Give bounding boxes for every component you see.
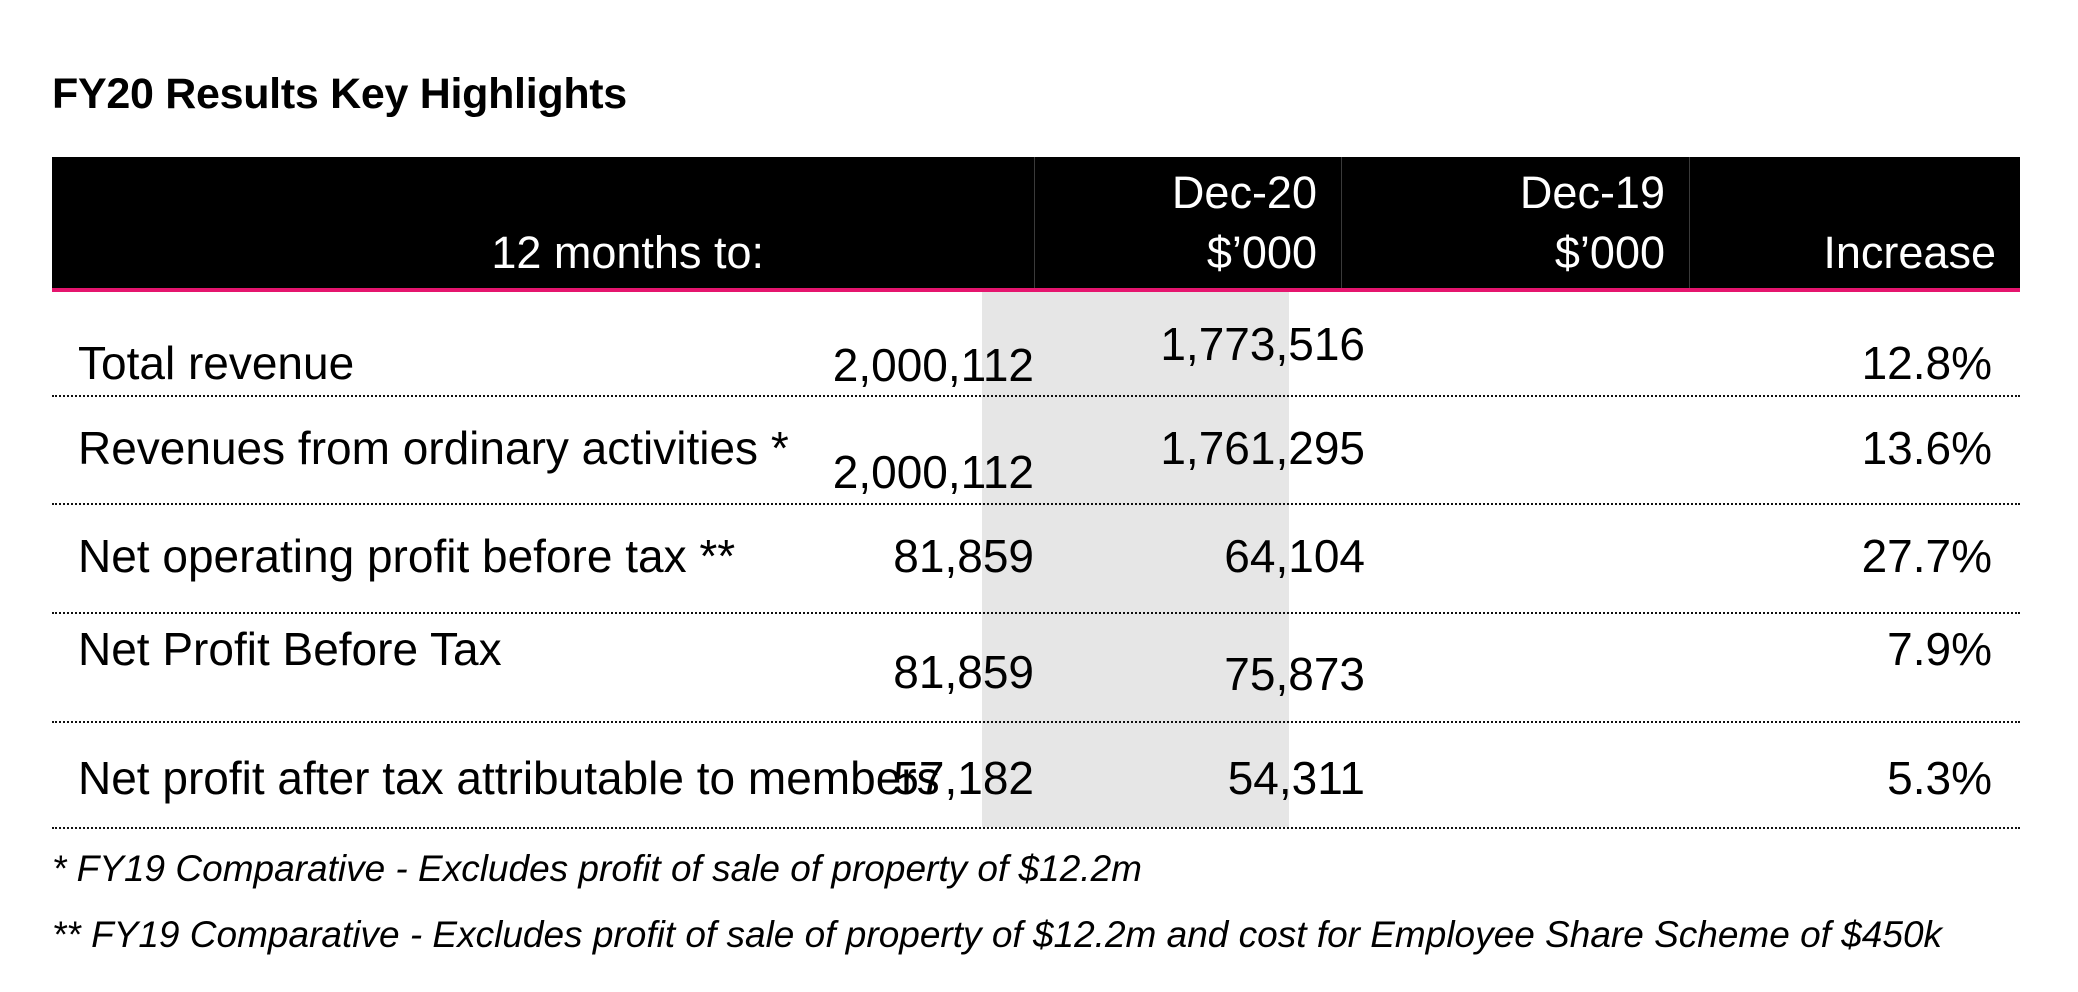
header-dec20-unit: $’000 xyxy=(1206,227,1317,278)
header-dec20-date: Dec-20 xyxy=(1171,167,1317,218)
table-row: Revenues from ordinary activities * 2,00… xyxy=(52,397,2020,505)
header-divider xyxy=(1689,157,1690,288)
row-dec19-value: 64,104 xyxy=(1224,530,1365,582)
table-row: Net operating profit before tax ** 81,85… xyxy=(52,505,2020,614)
table-row: Net profit after tax attributable to mem… xyxy=(52,723,2020,829)
row-dec20-value: 57,182 xyxy=(893,752,1034,804)
row-label: Revenues from ordinary activities * xyxy=(78,422,789,474)
row-dec19-value: 54,311 xyxy=(1227,752,1365,804)
row-increase-value: 12.8% xyxy=(1861,337,1992,389)
footnote-1: * FY19 Comparative - Excludes profit of … xyxy=(52,848,1142,889)
row-dec20-value: 2,000,112 xyxy=(832,339,1034,391)
table-header: 12 months to: Dec-20 $’000 Dec-19 $’000 … xyxy=(52,157,2020,292)
row-dec19-value: 1,773,516 xyxy=(1160,318,1365,370)
results-table: 12 months to: Dec-20 $’000 Dec-19 $’000 … xyxy=(52,157,2020,292)
row-dec20-value: 81,859 xyxy=(893,646,1034,698)
row-increase-value: 7.9% xyxy=(1887,623,1992,675)
row-increase-value: 27.7% xyxy=(1861,530,1992,582)
header-dec20-cell: Dec-20 $’000 xyxy=(1034,157,1341,288)
dec20-column-highlight xyxy=(982,291,1289,827)
row-dec19-value: 1,761,295 xyxy=(1160,422,1365,474)
header-dec19-date: Dec-19 xyxy=(1519,167,1665,218)
header-divider xyxy=(1341,157,1342,288)
table-row: Total revenue 2,000,112 1,773,516 12.8% xyxy=(52,291,2020,397)
row-dec19-value: 75,873 xyxy=(1224,648,1365,700)
row-label: Net operating profit before tax ** xyxy=(78,530,736,582)
header-increase-cell: Increase xyxy=(1689,157,2020,288)
header-divider xyxy=(1034,157,1035,288)
header-dec19-unit: $’000 xyxy=(1554,227,1665,278)
header-dec19-cell: Dec-19 $’000 xyxy=(1341,157,1689,288)
row-label: Net profit after tax attributable to mem… xyxy=(78,752,940,804)
row-dec20-value: 81,859 xyxy=(893,530,1034,582)
row-dec20-value: 2,000,112 xyxy=(832,446,1034,498)
header-increase-label: Increase xyxy=(1823,227,1996,278)
row-label: Total revenue xyxy=(78,337,355,389)
row-increase-value: 5.3% xyxy=(1887,752,1992,804)
page-title: FY20 Results Key Highlights xyxy=(52,70,627,118)
row-label: Net Profit Before Tax xyxy=(78,623,502,675)
footnote-2: ** FY19 Comparative - Excludes profit of… xyxy=(52,914,1943,955)
header-period-label: 12 months to: xyxy=(491,227,764,278)
row-increase-value: 13.6% xyxy=(1861,422,1992,474)
table-row: Net Profit Before Tax 81,859 75,873 7.9% xyxy=(52,614,2020,723)
header-period-cell: 12 months to: xyxy=(52,157,1034,288)
